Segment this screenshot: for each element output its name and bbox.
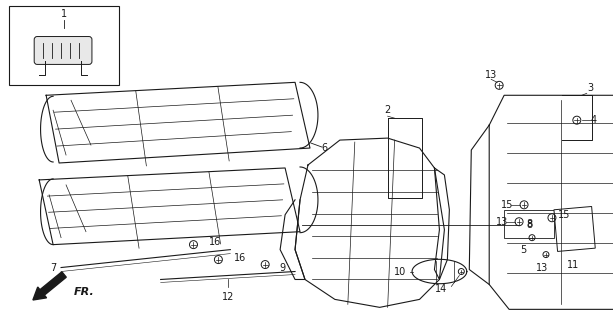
Text: 13: 13 xyxy=(485,70,497,80)
Text: 15: 15 xyxy=(501,200,513,210)
Text: 16: 16 xyxy=(209,237,222,247)
Text: 4: 4 xyxy=(591,115,597,125)
Text: 7: 7 xyxy=(50,262,56,273)
Text: 10: 10 xyxy=(394,267,406,276)
Bar xyxy=(504,210,554,238)
Text: 2: 2 xyxy=(384,105,391,115)
Text: 13: 13 xyxy=(496,217,508,227)
Text: FR.: FR. xyxy=(74,287,95,297)
FancyArrow shape xyxy=(33,272,66,300)
Text: 11: 11 xyxy=(567,260,579,269)
Text: 3: 3 xyxy=(588,83,594,93)
Text: 13: 13 xyxy=(536,262,548,273)
Text: 15: 15 xyxy=(558,210,570,220)
Text: 8: 8 xyxy=(526,219,532,229)
Bar xyxy=(9,6,119,85)
Text: 16: 16 xyxy=(234,252,246,263)
Text: 5: 5 xyxy=(520,244,526,255)
Text: 12: 12 xyxy=(222,292,235,302)
Bar xyxy=(554,206,595,252)
FancyBboxPatch shape xyxy=(34,36,92,64)
Text: 1: 1 xyxy=(61,9,67,19)
Text: 9: 9 xyxy=(279,262,285,273)
Text: 8: 8 xyxy=(526,220,532,230)
Text: 14: 14 xyxy=(435,284,448,294)
Text: 6: 6 xyxy=(322,143,328,153)
